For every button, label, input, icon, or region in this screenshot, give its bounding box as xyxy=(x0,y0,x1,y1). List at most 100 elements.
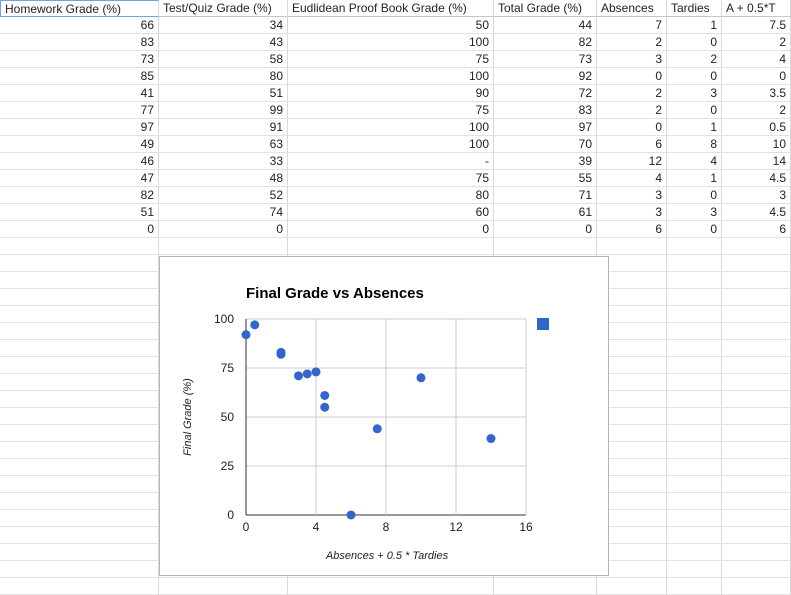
table-cell[interactable]: 77 xyxy=(0,102,159,119)
table-cell[interactable]: 14 xyxy=(722,153,791,170)
table-cell[interactable]: 0 xyxy=(597,119,667,136)
table-cell[interactable]: 82 xyxy=(494,34,597,51)
column-header-homework[interactable]: Homework Grade (%) xyxy=(0,0,159,17)
empty-cell[interactable] xyxy=(0,255,159,272)
table-cell[interactable]: 1 xyxy=(667,119,722,136)
empty-cell[interactable] xyxy=(159,578,288,595)
table-cell[interactable]: 63 xyxy=(159,136,288,153)
empty-cell[interactable] xyxy=(288,238,494,255)
column-header-tardies[interactable]: Tardies xyxy=(667,0,722,17)
empty-cell[interactable] xyxy=(722,323,791,340)
table-cell[interactable]: 41 xyxy=(0,85,159,102)
table-cell[interactable]: 10 xyxy=(722,136,791,153)
empty-cell[interactable] xyxy=(597,561,667,578)
table-cell[interactable]: 0.5 xyxy=(722,119,791,136)
empty-cell[interactable] xyxy=(597,238,667,255)
table-cell[interactable]: 2 xyxy=(597,34,667,51)
table-cell[interactable]: 3 xyxy=(597,187,667,204)
empty-cell[interactable] xyxy=(494,238,597,255)
empty-cell[interactable] xyxy=(722,272,791,289)
empty-cell[interactable] xyxy=(0,561,159,578)
table-cell[interactable]: 0 xyxy=(288,221,494,238)
table-cell[interactable]: 4.5 xyxy=(722,170,791,187)
table-cell[interactable]: 60 xyxy=(288,204,494,221)
table-cell[interactable]: 2 xyxy=(722,102,791,119)
empty-cell[interactable] xyxy=(667,272,722,289)
scatter-chart[interactable]: Final Grade vs Absences 0 25 50 75 100 0 4 8 12… xyxy=(159,256,609,576)
column-header-proof[interactable]: Eudlidean Proof Book Grade (%) xyxy=(288,0,494,17)
empty-cell[interactable] xyxy=(597,527,667,544)
table-cell[interactable]: 80 xyxy=(288,187,494,204)
empty-cell[interactable] xyxy=(722,289,791,306)
table-cell[interactable]: 0 xyxy=(0,221,159,238)
empty-cell[interactable] xyxy=(288,578,494,595)
table-cell[interactable]: 51 xyxy=(159,85,288,102)
table-cell[interactable]: 0 xyxy=(667,221,722,238)
table-cell[interactable]: 85 xyxy=(0,68,159,85)
empty-cell[interactable] xyxy=(597,476,667,493)
empty-cell[interactable] xyxy=(667,374,722,391)
table-cell[interactable]: 97 xyxy=(0,119,159,136)
empty-cell[interactable] xyxy=(667,527,722,544)
table-cell[interactable]: 3 xyxy=(667,85,722,102)
empty-cell[interactable] xyxy=(0,391,159,408)
table-cell[interactable]: 83 xyxy=(494,102,597,119)
table-cell[interactable]: 34 xyxy=(159,17,288,34)
empty-cell[interactable] xyxy=(667,476,722,493)
empty-cell[interactable] xyxy=(0,408,159,425)
empty-cell[interactable] xyxy=(667,578,722,595)
table-cell[interactable]: 4 xyxy=(722,51,791,68)
table-cell[interactable]: 6 xyxy=(722,221,791,238)
empty-cell[interactable] xyxy=(0,272,159,289)
table-cell[interactable]: 7.5 xyxy=(722,17,791,34)
table-cell[interactable]: 48 xyxy=(159,170,288,187)
table-cell[interactable]: 52 xyxy=(159,187,288,204)
table-cell[interactable]: - xyxy=(288,153,494,170)
empty-cell[interactable] xyxy=(722,255,791,272)
empty-cell[interactable] xyxy=(0,510,159,527)
table-cell[interactable]: 50 xyxy=(288,17,494,34)
table-cell[interactable]: 51 xyxy=(0,204,159,221)
empty-cell[interactable] xyxy=(0,578,159,595)
table-cell[interactable]: 100 xyxy=(288,119,494,136)
empty-cell[interactable] xyxy=(0,476,159,493)
table-cell[interactable]: 99 xyxy=(159,102,288,119)
empty-cell[interactable] xyxy=(597,493,667,510)
empty-cell[interactable] xyxy=(722,544,791,561)
table-cell[interactable]: 46 xyxy=(0,153,159,170)
table-cell[interactable]: 75 xyxy=(288,51,494,68)
empty-cell[interactable] xyxy=(667,442,722,459)
table-cell[interactable]: 3 xyxy=(597,204,667,221)
table-cell[interactable]: 6 xyxy=(597,221,667,238)
empty-cell[interactable] xyxy=(0,459,159,476)
table-cell[interactable]: 6 xyxy=(597,136,667,153)
table-cell[interactable]: 7 xyxy=(597,17,667,34)
table-cell[interactable]: 100 xyxy=(288,34,494,51)
table-cell[interactable]: 3.5 xyxy=(722,85,791,102)
empty-cell[interactable] xyxy=(667,357,722,374)
table-cell[interactable]: 12 xyxy=(597,153,667,170)
table-cell[interactable]: 75 xyxy=(288,170,494,187)
column-header-a_half_t[interactable]: A + 0.5*T xyxy=(722,0,791,17)
empty-cell[interactable] xyxy=(722,408,791,425)
table-cell[interactable]: 1 xyxy=(667,17,722,34)
table-cell[interactable]: 3 xyxy=(597,51,667,68)
table-cell[interactable]: 2 xyxy=(597,85,667,102)
table-cell[interactable]: 3 xyxy=(667,204,722,221)
empty-cell[interactable] xyxy=(597,459,667,476)
empty-cell[interactable] xyxy=(667,561,722,578)
table-cell[interactable]: 75 xyxy=(288,102,494,119)
empty-cell[interactable] xyxy=(597,272,667,289)
empty-cell[interactable] xyxy=(667,459,722,476)
empty-cell[interactable] xyxy=(667,544,722,561)
table-cell[interactable]: 33 xyxy=(159,153,288,170)
empty-cell[interactable] xyxy=(0,357,159,374)
table-cell[interactable]: 39 xyxy=(494,153,597,170)
empty-cell[interactable] xyxy=(159,238,288,255)
table-cell[interactable]: 70 xyxy=(494,136,597,153)
table-cell[interactable]: 100 xyxy=(288,68,494,85)
table-cell[interactable]: 97 xyxy=(494,119,597,136)
empty-cell[interactable] xyxy=(722,340,791,357)
empty-cell[interactable] xyxy=(597,340,667,357)
empty-cell[interactable] xyxy=(597,323,667,340)
